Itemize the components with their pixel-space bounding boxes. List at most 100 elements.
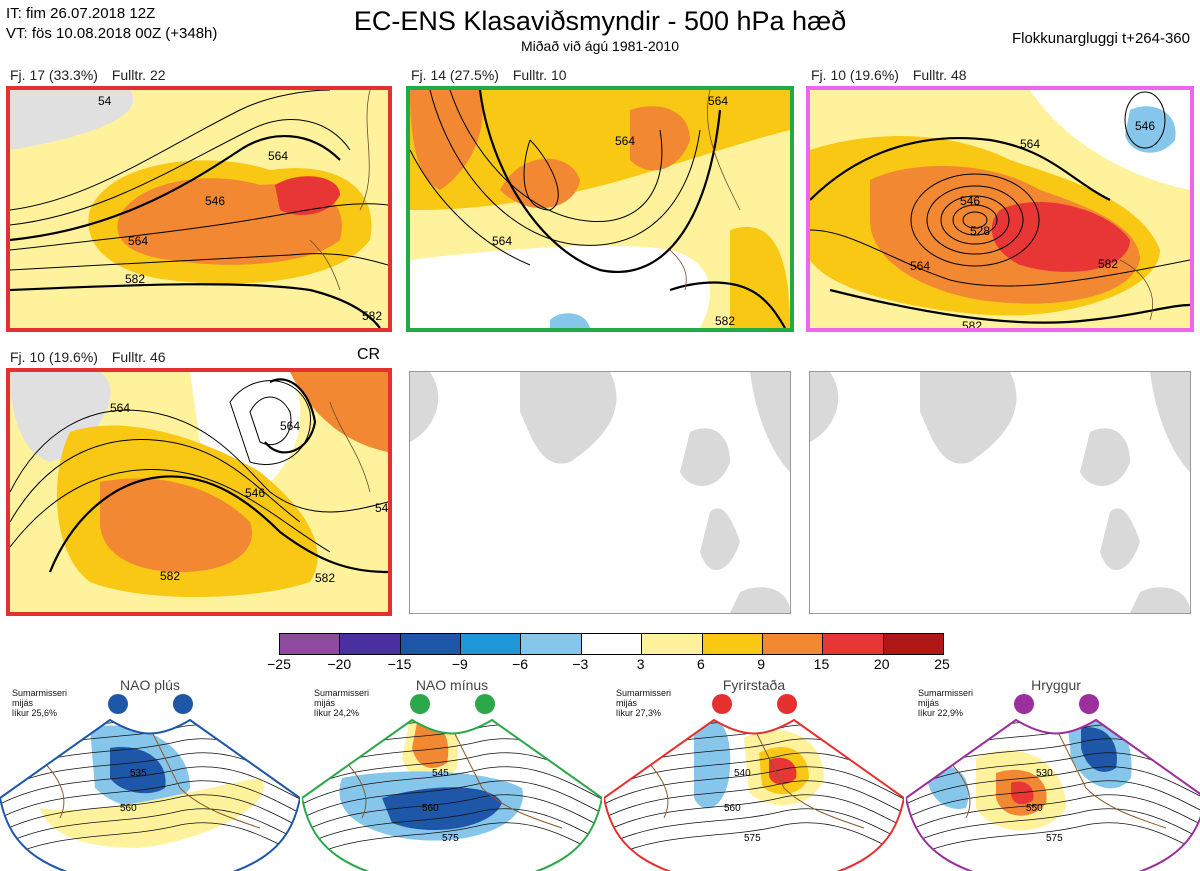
- contour-label: 560: [724, 803, 741, 814]
- anomaly-blob: [412, 722, 449, 768]
- anomaly-blob: [90, 725, 190, 809]
- contour-label: 560: [422, 803, 439, 814]
- anomaly-blob: [402, 720, 459, 782]
- colorbar-tick-label: 3: [636, 656, 645, 672]
- colorbar-segment: [761, 634, 823, 654]
- height-contour: [604, 780, 904, 819]
- regime-marker: [777, 694, 797, 714]
- contour-label: 564: [910, 259, 930, 273]
- height-contour: [0, 752, 300, 791]
- regime-outline: [906, 718, 1200, 871]
- height-contour: [604, 822, 904, 861]
- height-contour: [302, 794, 602, 833]
- regime-panel: Fyrirstaða Sumarmisseri mijás líkur 27,3% 54…: [604, 676, 904, 871]
- colorbar-segment: [882, 634, 943, 654]
- contour-label: 530: [1036, 768, 1053, 779]
- regime-marker: [1079, 694, 1099, 714]
- contour-label: 54: [375, 501, 388, 515]
- colorbar-tick-label: −6: [512, 656, 529, 672]
- contour-label: 54: [98, 94, 112, 108]
- regime-title: Hryggur: [1031, 677, 1081, 693]
- contour-label: 582: [160, 569, 180, 583]
- regime-panel: Hryggur Sumarmisseri mijás líkur 22,9% 530 55…: [906, 676, 1200, 871]
- anomaly-blob: [1081, 727, 1117, 772]
- height-contour: [604, 724, 904, 763]
- classification-window: Flokkunargluggi t+264-360: [1011, 30, 1190, 47]
- anomaly-blob: [926, 765, 969, 809]
- height-contour: [906, 780, 1200, 819]
- coastline: [39, 727, 261, 829]
- valid-time: VT: fös 10.08.2018 00Z (+348h): [6, 25, 218, 42]
- cluster-3-label: Fj. 10 (19.6%) Fulltr. 48: [811, 67, 967, 83]
- cluster-3-map: 546 564 546 528 564 582 582: [806, 86, 1194, 332]
- contour-label: 564: [110, 401, 130, 415]
- colorbar-tick-label: −3: [572, 656, 589, 672]
- height-contour: [0, 766, 300, 805]
- height-contour: [0, 724, 300, 763]
- regime-outline: [302, 718, 602, 871]
- coastline: [341, 727, 563, 829]
- regime-note: Sumarmisseri mijás líkur 24,2%: [314, 688, 370, 718]
- regime-marker: [108, 694, 128, 714]
- colorbar-tick-label: −9: [451, 656, 468, 672]
- colorbar-tick-label: −25: [267, 656, 291, 672]
- height-contour: [906, 766, 1200, 805]
- empty-map-1: [409, 371, 791, 614]
- height-contour: [604, 752, 904, 791]
- cluster-4-map: 564 546 564 582 582 54: [6, 368, 392, 616]
- height-contour: [906, 724, 1200, 763]
- colorbar-segment: [339, 634, 400, 654]
- regime-title: NAO plús: [120, 677, 180, 693]
- contour-label: 546: [960, 194, 980, 208]
- anomaly-blob: [339, 771, 523, 841]
- cluster-2-label: Fj. 14 (27.5%) Fulltr. 10: [411, 67, 567, 83]
- contour-label: 582: [1098, 257, 1118, 271]
- coastline: [643, 727, 865, 829]
- colorbar: [279, 633, 944, 655]
- cluster-4-label: Fj. 10 (19.6%) Fulltr. 46: [10, 349, 166, 365]
- anomaly-blob: [769, 757, 797, 785]
- colorbar-segment: [280, 634, 340, 654]
- regime-marker: [475, 694, 495, 714]
- colorbar-tick-label: −20: [327, 656, 352, 672]
- anomaly-blob: [1011, 781, 1034, 805]
- page-title: EC-ENS Klasaviðsmyndir - 500 hPa hæð: [353, 6, 847, 36]
- coastline: [945, 727, 1167, 829]
- contour-label: 546: [1135, 119, 1155, 133]
- height-contour: [302, 766, 602, 805]
- height-contour: [906, 822, 1200, 861]
- contour-label: 575: [442, 833, 459, 844]
- colorbar-segment: [641, 634, 702, 654]
- anomaly-blob: [976, 750, 1066, 831]
- header-info: IT: fim 26.07.2018 12Z VT: fös 10.08.201…: [6, 4, 217, 44]
- regime-outline: [604, 718, 904, 871]
- regime-title: Fyrirstaða: [722, 677, 786, 693]
- regime-panel: NAO plús Sumarmisseri mijás líkur 25,6% 535 5…: [0, 676, 300, 871]
- contour-label: 564: [708, 94, 728, 108]
- contour-label: 582: [125, 272, 145, 286]
- contour-label: 546: [205, 194, 225, 208]
- regime-marker: [410, 694, 430, 714]
- regime-title: NAO mínus: [415, 677, 489, 693]
- regime-marker: [712, 694, 732, 714]
- contour-label: 528: [970, 224, 990, 238]
- cr-label: CR: [357, 346, 381, 363]
- colorbar-tick-label: 25: [934, 656, 950, 672]
- height-contour: [302, 808, 602, 847]
- colorbar-ticks: −25 −20 −15 −9 −6 −3 3 6 9 15 20 25: [267, 656, 950, 674]
- colorbar-tick-label: 15: [813, 656, 830, 672]
- colorbar-tick-label: 9: [757, 656, 766, 672]
- height-contour: [302, 780, 602, 819]
- anomaly-blob: [996, 769, 1047, 816]
- anomaly-blob: [744, 730, 824, 805]
- contour-label: 564: [128, 234, 148, 248]
- height-contour: [0, 780, 300, 819]
- contour-label: 582: [715, 314, 735, 328]
- height-contour: [302, 724, 602, 763]
- contour-label: 582: [362, 309, 382, 323]
- anomaly-blob: [1066, 720, 1132, 789]
- contour-label: 582: [315, 571, 335, 585]
- regime-marker: [1014, 694, 1034, 714]
- height-contour: [906, 794, 1200, 833]
- height-contour: [302, 738, 602, 777]
